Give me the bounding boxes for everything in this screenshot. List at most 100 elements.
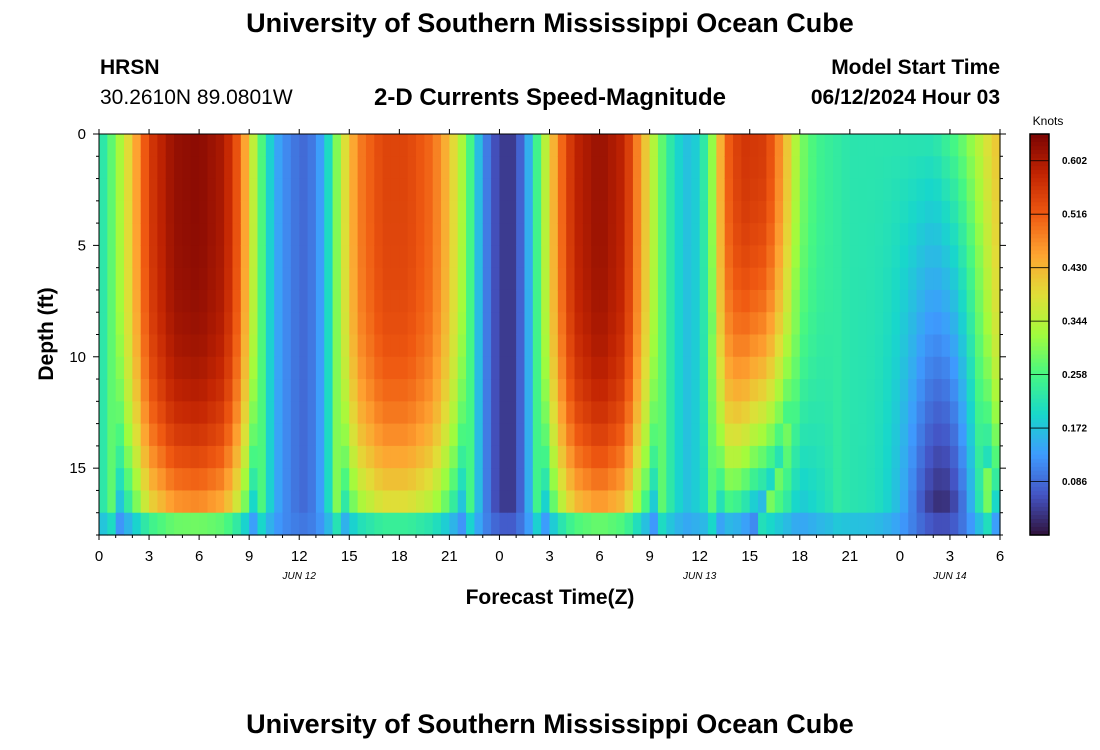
- heatmap-cell: [791, 223, 801, 246]
- heatmap-cell: [941, 200, 951, 224]
- heatmap-cell: [866, 312, 876, 336]
- heatmap-cell: [107, 512, 117, 536]
- x-tick-label: 9: [245, 548, 253, 565]
- heatmap-cell: [949, 134, 959, 157]
- heatmap-cell: [791, 267, 801, 291]
- heatmap-cell: [916, 334, 926, 358]
- heatmap-cell: [974, 512, 984, 536]
- heatmap-cell: [966, 401, 976, 425]
- heatmap-cell: [474, 178, 484, 202]
- heatmap-cell: [758, 379, 767, 402]
- heatmap-cell: [632, 356, 642, 380]
- heatmap-cell: [691, 423, 701, 447]
- heatmap-cell: [924, 379, 934, 402]
- heatmap-cell: [758, 267, 767, 291]
- heatmap-cell: [599, 423, 609, 447]
- heatmap-cell: [949, 468, 959, 492]
- heatmap-cell: [691, 401, 701, 425]
- heatmap-cell: [474, 289, 484, 313]
- heatmap-cell: [340, 134, 350, 157]
- heatmap-cell: [99, 200, 108, 224]
- heatmap-cell: [299, 379, 309, 402]
- heatmap-cell: [399, 178, 409, 202]
- heatmap-cell: [941, 289, 951, 313]
- heatmap-cell: [816, 200, 826, 224]
- heatmap-cell: [741, 334, 751, 358]
- heatmap-cell: [716, 223, 726, 246]
- heatmap-cell: [349, 356, 359, 380]
- heatmap-cell: [449, 289, 459, 313]
- heatmap-cell: [657, 156, 667, 180]
- heatmap-cell: [874, 468, 884, 492]
- colorbar-swatch: [1030, 426, 1049, 432]
- heatmap-cell: [424, 289, 434, 313]
- x-tick-label: 6: [595, 548, 603, 565]
- heatmap-cell: [933, 156, 943, 180]
- heatmap-cell: [591, 445, 601, 469]
- heatmap-cell: [674, 223, 684, 246]
- heatmap-cell: [891, 356, 901, 380]
- heatmap-cell: [632, 223, 642, 246]
- heatmap-cell: [516, 223, 526, 246]
- heatmap-cell: [507, 156, 517, 180]
- heatmap-cell: [365, 445, 375, 469]
- heatmap-cell: [949, 445, 959, 469]
- heatmap-cell: [641, 134, 651, 157]
- heatmap-cell: [557, 223, 567, 246]
- heatmap-cell: [874, 401, 884, 425]
- heatmap-cell: [541, 134, 551, 157]
- colorbar-swatch: [1030, 418, 1049, 424]
- heatmap-cell: [708, 134, 717, 157]
- heatmap-cell: [124, 223, 133, 246]
- heatmap-cell: [407, 200, 417, 224]
- heatmap-cell: [140, 356, 150, 380]
- heatmap-cell: [858, 267, 868, 291]
- heatmap-cell: [924, 512, 934, 536]
- x-tick-label: 0: [896, 548, 904, 565]
- heatmap-cell: [724, 312, 734, 336]
- heatmap-cell: [783, 178, 793, 202]
- heatmap-cell: [382, 312, 392, 336]
- heatmap-cell: [516, 423, 526, 447]
- heatmap-cell: [599, 156, 609, 180]
- heatmap-cell: [624, 245, 634, 269]
- heatmap-cell: [599, 134, 609, 157]
- heatmap-cell: [799, 334, 809, 358]
- heatmap-cell: [340, 178, 350, 202]
- heatmap-cell: [207, 423, 217, 447]
- heatmap-cell: [983, 200, 993, 224]
- heatmap-cell: [174, 178, 184, 202]
- heatmap-cell: [799, 512, 809, 536]
- heatmap-cell: [724, 512, 734, 536]
- heatmap-cell: [199, 468, 209, 492]
- heatmap-cell: [808, 289, 818, 313]
- heatmap-cell: [315, 401, 325, 425]
- heatmap-cell: [958, 512, 968, 536]
- heatmap-cell: [841, 379, 851, 402]
- heatmap-cell: [774, 267, 784, 291]
- heatmap-cell: [240, 512, 250, 536]
- heatmap-cell: [516, 334, 526, 358]
- heatmap-cell: [416, 445, 425, 469]
- heatmap-cell: [157, 312, 167, 336]
- heatmap-cell: [908, 356, 918, 380]
- heatmap-cell: [332, 289, 342, 313]
- chart-subtitle: 2-D Currents Speed-Magnitude: [373, 84, 727, 111]
- heatmap-cell: [549, 312, 559, 336]
- heatmap-cell: [257, 423, 267, 447]
- heatmap-cell: [616, 134, 626, 157]
- heatmap-cell: [390, 468, 400, 492]
- heatmap-cell: [874, 223, 884, 246]
- heatmap-cell: [382, 267, 392, 291]
- heatmap-cell: [532, 289, 542, 313]
- heatmap-cell: [574, 134, 584, 157]
- heatmap-cell: [774, 312, 784, 336]
- heatmap-cell: [666, 468, 676, 492]
- heatmap-cell: [657, 356, 667, 380]
- heatmap-cell: [357, 468, 367, 492]
- heatmap-cell: [557, 401, 567, 425]
- colorbar-tick-label: 0.172: [1062, 424, 1087, 435]
- colorbar-swatch: [1030, 458, 1049, 464]
- heatmap-cell: [616, 200, 626, 224]
- heatmap-cell: [432, 445, 442, 469]
